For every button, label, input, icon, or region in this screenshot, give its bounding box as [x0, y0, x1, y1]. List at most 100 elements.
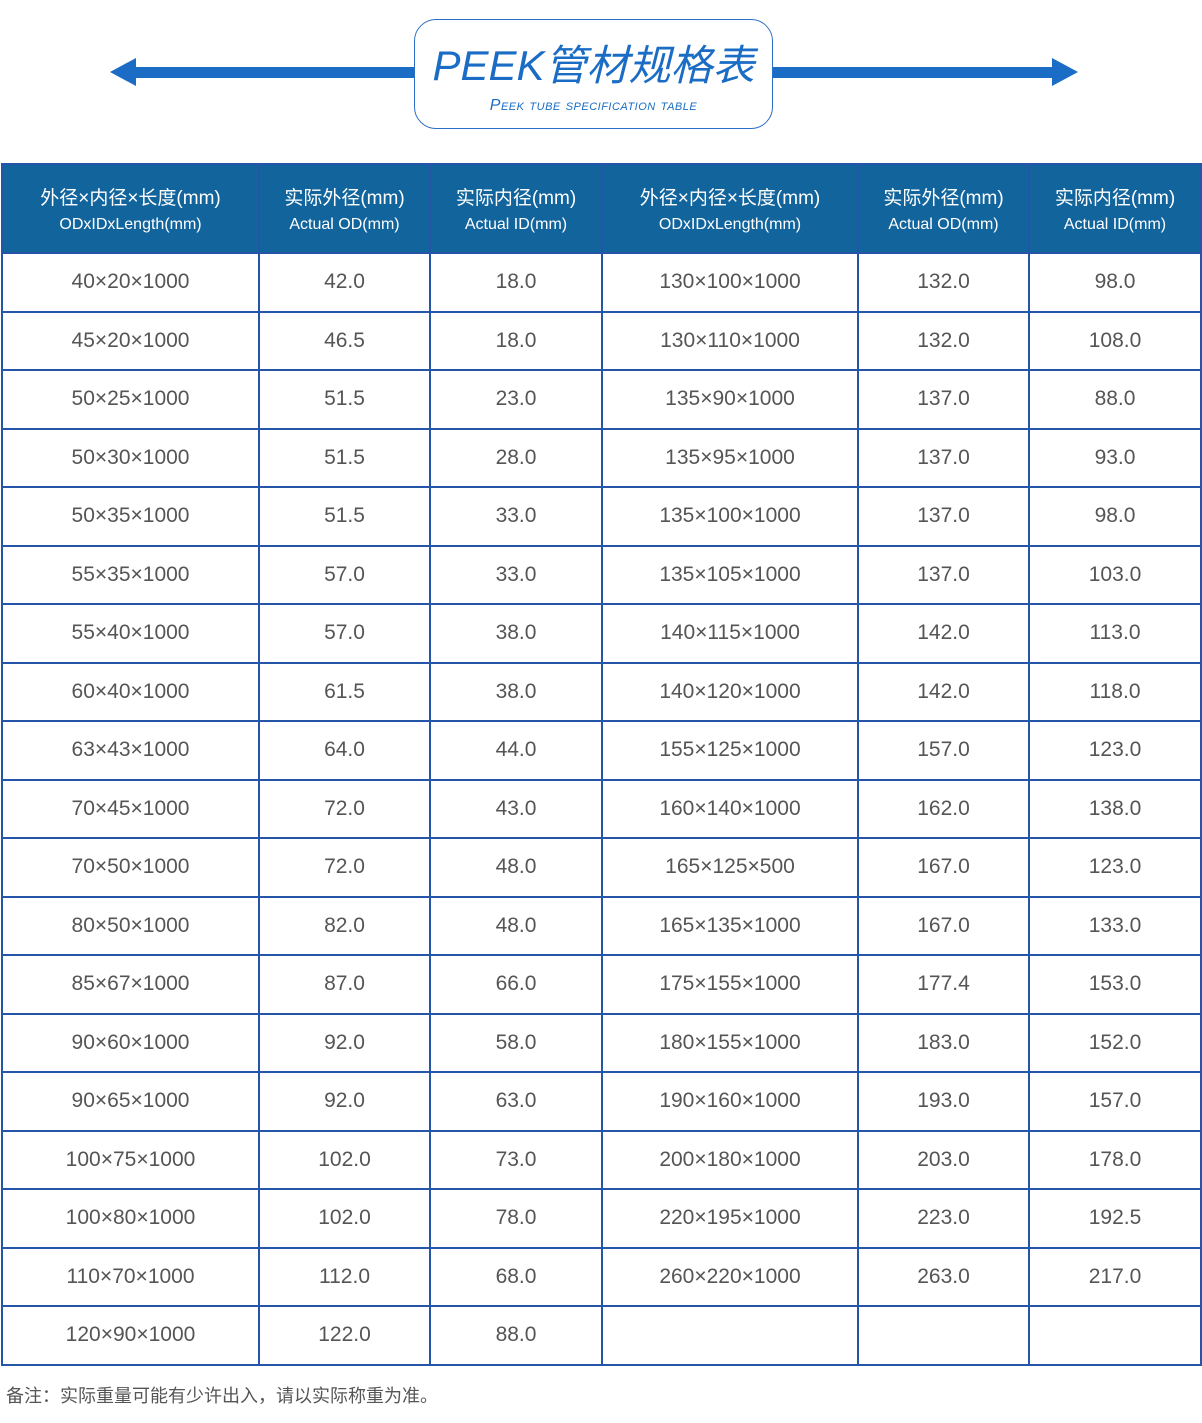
table-cell: 60×40×1000 [1, 661, 260, 722]
table-cell: 167.0 [857, 895, 1030, 956]
page-subtitle: Peek tube specification table [489, 97, 698, 114]
table-cell: 50×25×1000 [1, 369, 260, 430]
table-cell: 90×65×1000 [1, 1071, 260, 1132]
table-row: 120×90×1000 122.0 88.0 [1, 1305, 1202, 1366]
table-cell: 193.0 [857, 1071, 1030, 1132]
table-cell: 66.0 [429, 954, 603, 1015]
column-header-en: ODxIDxLength(mm) [59, 216, 202, 233]
table-cell: 113.0 [1028, 603, 1202, 664]
column-header: 实际内径(mm) Actual ID(mm) [429, 163, 603, 254]
table-row: 80×50×1000 82.0 48.0 165×135×1000 167.0 133.0 [1, 895, 1202, 956]
table-cell [1028, 1305, 1202, 1366]
table-row: 50×25×1000 51.5 23.0 135×90×1000 137.0 88.0 [1, 369, 1202, 430]
table-cell: 165×125×500 [601, 837, 859, 898]
column-header-cn: 实际内径(mm) [455, 188, 577, 209]
table-cell: 132.0 [857, 310, 1030, 371]
table-cell: 130×110×1000 [601, 310, 859, 371]
table-cell: 87.0 [258, 954, 431, 1015]
table-cell: 50×35×1000 [1, 486, 260, 547]
table-cell: 98.0 [1028, 486, 1202, 547]
table-cell: 108.0 [1028, 310, 1202, 371]
page-title: PEEK管材规格表 [432, 42, 755, 89]
column-header-cn: 实际外径(mm) [883, 188, 1004, 209]
column-header-cn: 实际内径(mm) [1054, 188, 1176, 209]
column-header: 外径×内径×长度(mm) ODxIDxLength(mm) [1, 163, 260, 254]
table-cell: 192.5 [1028, 1188, 1202, 1249]
column-header-cn: 外径×内径×长度(mm) [639, 188, 821, 209]
table-row: 85×67×1000 87.0 66.0 175×155×1000 177.4 153.0 [1, 954, 1202, 1015]
table-row: 90×65×1000 92.0 63.0 190×160×1000 193.0 157.0 [1, 1071, 1202, 1132]
column-header: 实际外径(mm) Actual OD(mm) [857, 163, 1030, 254]
table-cell [857, 1305, 1030, 1366]
table-cell: 38.0 [429, 603, 603, 664]
table-cell: 18.0 [429, 310, 603, 371]
table-cell: 133.0 [1028, 895, 1202, 956]
table-cell: 122.0 [258, 1305, 431, 1366]
table-row: 90×60×1000 92.0 58.0 180×155×1000 183.0 152.0 [1, 1012, 1202, 1073]
table-cell: 102.0 [258, 1129, 431, 1190]
table-row: 55×40×1000 57.0 38.0 140×115×1000 142.0 113.0 [1, 603, 1202, 664]
table-cell: 132.0 [857, 252, 1030, 313]
table-cell: 120×90×1000 [1, 1305, 260, 1366]
table-cell: 102.0 [258, 1188, 431, 1249]
table-cell: 263.0 [857, 1246, 1030, 1307]
table-cell: 78.0 [429, 1188, 603, 1249]
table-cell: 140×115×1000 [601, 603, 859, 664]
table-cell: 130×100×1000 [601, 252, 859, 313]
table-row: 55×35×1000 57.0 33.0 135×105×1000 137.0 103.0 [1, 544, 1202, 605]
table-cell: 33.0 [429, 486, 603, 547]
table-cell: 92.0 [258, 1012, 431, 1073]
table-cell: 190×160×1000 [601, 1071, 859, 1132]
right-arrow-line [771, 67, 1056, 78]
table-cell [601, 1305, 859, 1366]
table-cell: 165×135×1000 [601, 895, 859, 956]
table-cell: 48.0 [429, 837, 603, 898]
table-cell: 137.0 [857, 369, 1030, 430]
table-row: 60×40×1000 61.5 38.0 140×120×1000 142.0 118.0 [1, 661, 1202, 722]
table-cell: 45×20×1000 [1, 310, 260, 371]
table-cell: 100×75×1000 [1, 1129, 260, 1190]
table-cell: 73.0 [429, 1129, 603, 1190]
table-cell: 135×90×1000 [601, 369, 859, 430]
table-cell: 118.0 [1028, 661, 1202, 722]
table-row: 63×43×1000 64.0 44.0 155×125×1000 157.0 123.0 [1, 720, 1202, 781]
table-cell: 51.5 [258, 427, 431, 488]
column-header: 实际外径(mm) Actual OD(mm) [258, 163, 431, 254]
table-cell: 51.5 [258, 486, 431, 547]
table-cell: 100×80×1000 [1, 1188, 260, 1249]
table-row: 40×20×1000 42.0 18.0 130×100×1000 132.0 98.0 [1, 252, 1202, 313]
table-cell: 123.0 [1028, 837, 1202, 898]
table-cell: 178.0 [1028, 1129, 1202, 1190]
table-cell: 177.4 [857, 954, 1030, 1015]
table-cell: 142.0 [857, 661, 1030, 722]
table-cell: 63.0 [429, 1071, 603, 1132]
table-row: 45×20×1000 46.5 18.0 130×110×1000 132.0 108.0 [1, 310, 1202, 371]
table-cell: 85×67×1000 [1, 954, 260, 1015]
table-cell: 63×43×1000 [1, 720, 260, 781]
column-header: 实际内径(mm) Actual ID(mm) [1028, 163, 1202, 254]
table-cell: 43.0 [429, 778, 603, 839]
left-arrow-line [132, 67, 416, 78]
table-cell: 58.0 [429, 1012, 603, 1073]
table-cell: 28.0 [429, 427, 603, 488]
table-cell: 72.0 [258, 778, 431, 839]
table-cell: 92.0 [258, 1071, 431, 1132]
table-cell: 68.0 [429, 1246, 603, 1307]
spec-table: 外径×内径×长度(mm) ODxIDxLength(mm) 实际外径(mm) Actu… [1, 163, 1202, 1366]
table-cell: 153.0 [1028, 954, 1202, 1015]
table-cell: 175×155×1000 [601, 954, 859, 1015]
table-cell: 57.0 [258, 603, 431, 664]
table-row: 70×50×1000 72.0 48.0 165×125×500 167.0 123.0 [1, 837, 1202, 898]
table-cell: 140×120×1000 [601, 661, 859, 722]
table-cell: 44.0 [429, 720, 603, 781]
table-cell: 72.0 [258, 837, 431, 898]
table-cell: 183.0 [857, 1012, 1030, 1073]
table-cell: 123.0 [1028, 720, 1202, 781]
table-cell: 200×180×1000 [601, 1129, 859, 1190]
table-cell: 70×50×1000 [1, 837, 260, 898]
table-cell: 82.0 [258, 895, 431, 956]
table-cell: 55×40×1000 [1, 603, 260, 664]
column-header-cn: 实际外径(mm) [284, 188, 405, 209]
table-cell: 137.0 [857, 427, 1030, 488]
title-box: PEEK管材规格表 Peek tube specification table [414, 19, 773, 129]
